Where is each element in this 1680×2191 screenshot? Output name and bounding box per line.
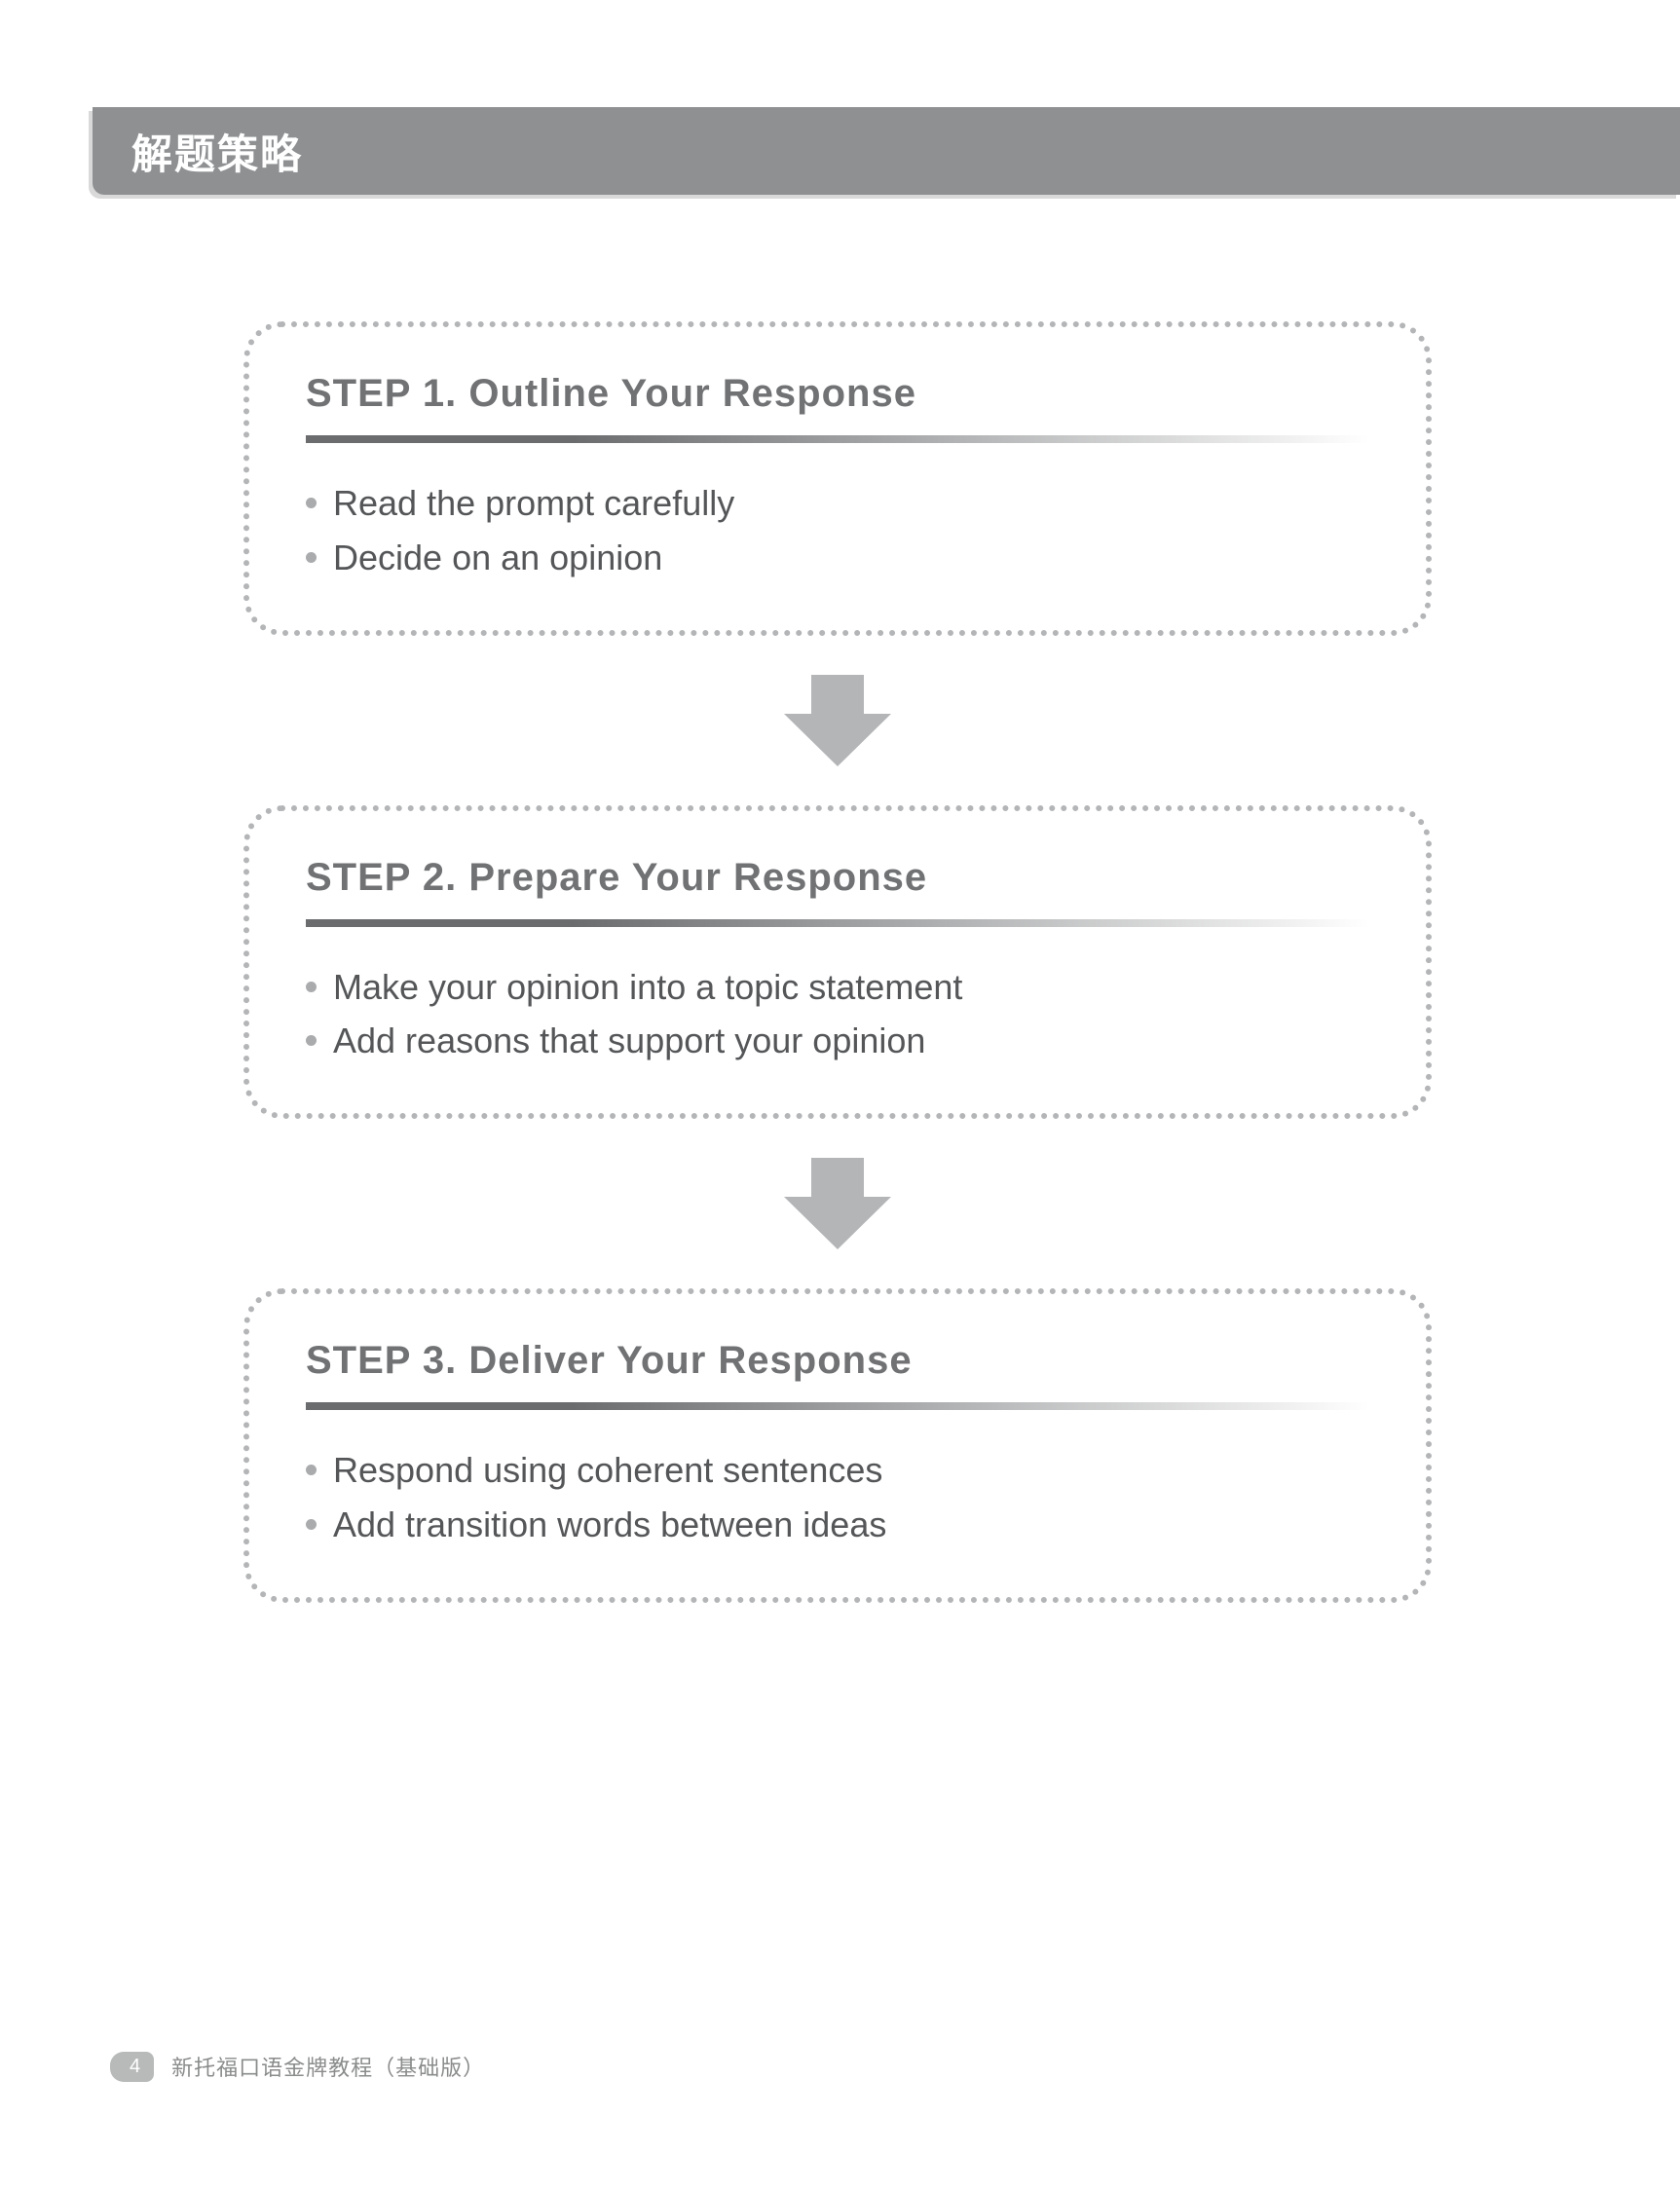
- down-arrow-icon: [784, 675, 891, 766]
- arrow-wrap-1: [243, 675, 1432, 766]
- page-number-badge: 4: [110, 2052, 154, 2082]
- step-2-heading: Prepare Your Response: [468, 856, 927, 899]
- step-3-heading: Deliver Your Response: [468, 1339, 912, 1382]
- step-2-title: STEP 2. Prepare Your Response: [306, 856, 1369, 900]
- list-item: Read the prompt carefully: [306, 476, 1369, 531]
- list-item: Add transition words between ideas: [306, 1498, 1369, 1552]
- step-1-heading: Outline Your Response: [468, 372, 916, 415]
- step-2-box: STEP 2. Prepare Your Response Make your …: [243, 805, 1432, 1120]
- step-3-box: STEP 3. Deliver Your Response Respond us…: [243, 1288, 1432, 1603]
- list-item: Add reasons that support your opinion: [306, 1014, 1369, 1068]
- footer-book-title: 新托福口语金牌教程（基础版）: [171, 2051, 485, 2082]
- section-header-title: 解题策略: [131, 122, 303, 181]
- step-1-title: STEP 1. Outline Your Response: [306, 372, 1369, 416]
- arrow-wrap-2: [243, 1158, 1432, 1249]
- step-2-label: STEP 2: [306, 856, 445, 899]
- list-item: Decide on an opinion: [306, 531, 1369, 585]
- step-3-label: STEP 3: [306, 1339, 445, 1382]
- divider-rule: [306, 435, 1369, 443]
- page-footer: 4 新托福口语金牌教程（基础版）: [110, 2051, 485, 2082]
- step-3-bullets: Respond using coherent sentences Add tra…: [306, 1443, 1369, 1552]
- steps-container: STEP 1. Outline Your Response Read the p…: [243, 321, 1432, 1603]
- step-1-label: STEP 1: [306, 372, 445, 415]
- divider-rule: [306, 919, 1369, 927]
- step-2-bullets: Make your opinion into a topic statement…: [306, 960, 1369, 1069]
- list-item: Make your opinion into a topic statement: [306, 960, 1369, 1015]
- step-1-bullets: Read the prompt carefully Decide on an o…: [306, 476, 1369, 585]
- step-3-title: STEP 3. Deliver Your Response: [306, 1339, 1369, 1383]
- divider-rule: [306, 1402, 1369, 1410]
- down-arrow-icon: [784, 1158, 891, 1249]
- step-1-box: STEP 1. Outline Your Response Read the p…: [243, 321, 1432, 636]
- list-item: Respond using coherent sentences: [306, 1443, 1369, 1498]
- section-header-bar: 解题策略: [93, 107, 1680, 195]
